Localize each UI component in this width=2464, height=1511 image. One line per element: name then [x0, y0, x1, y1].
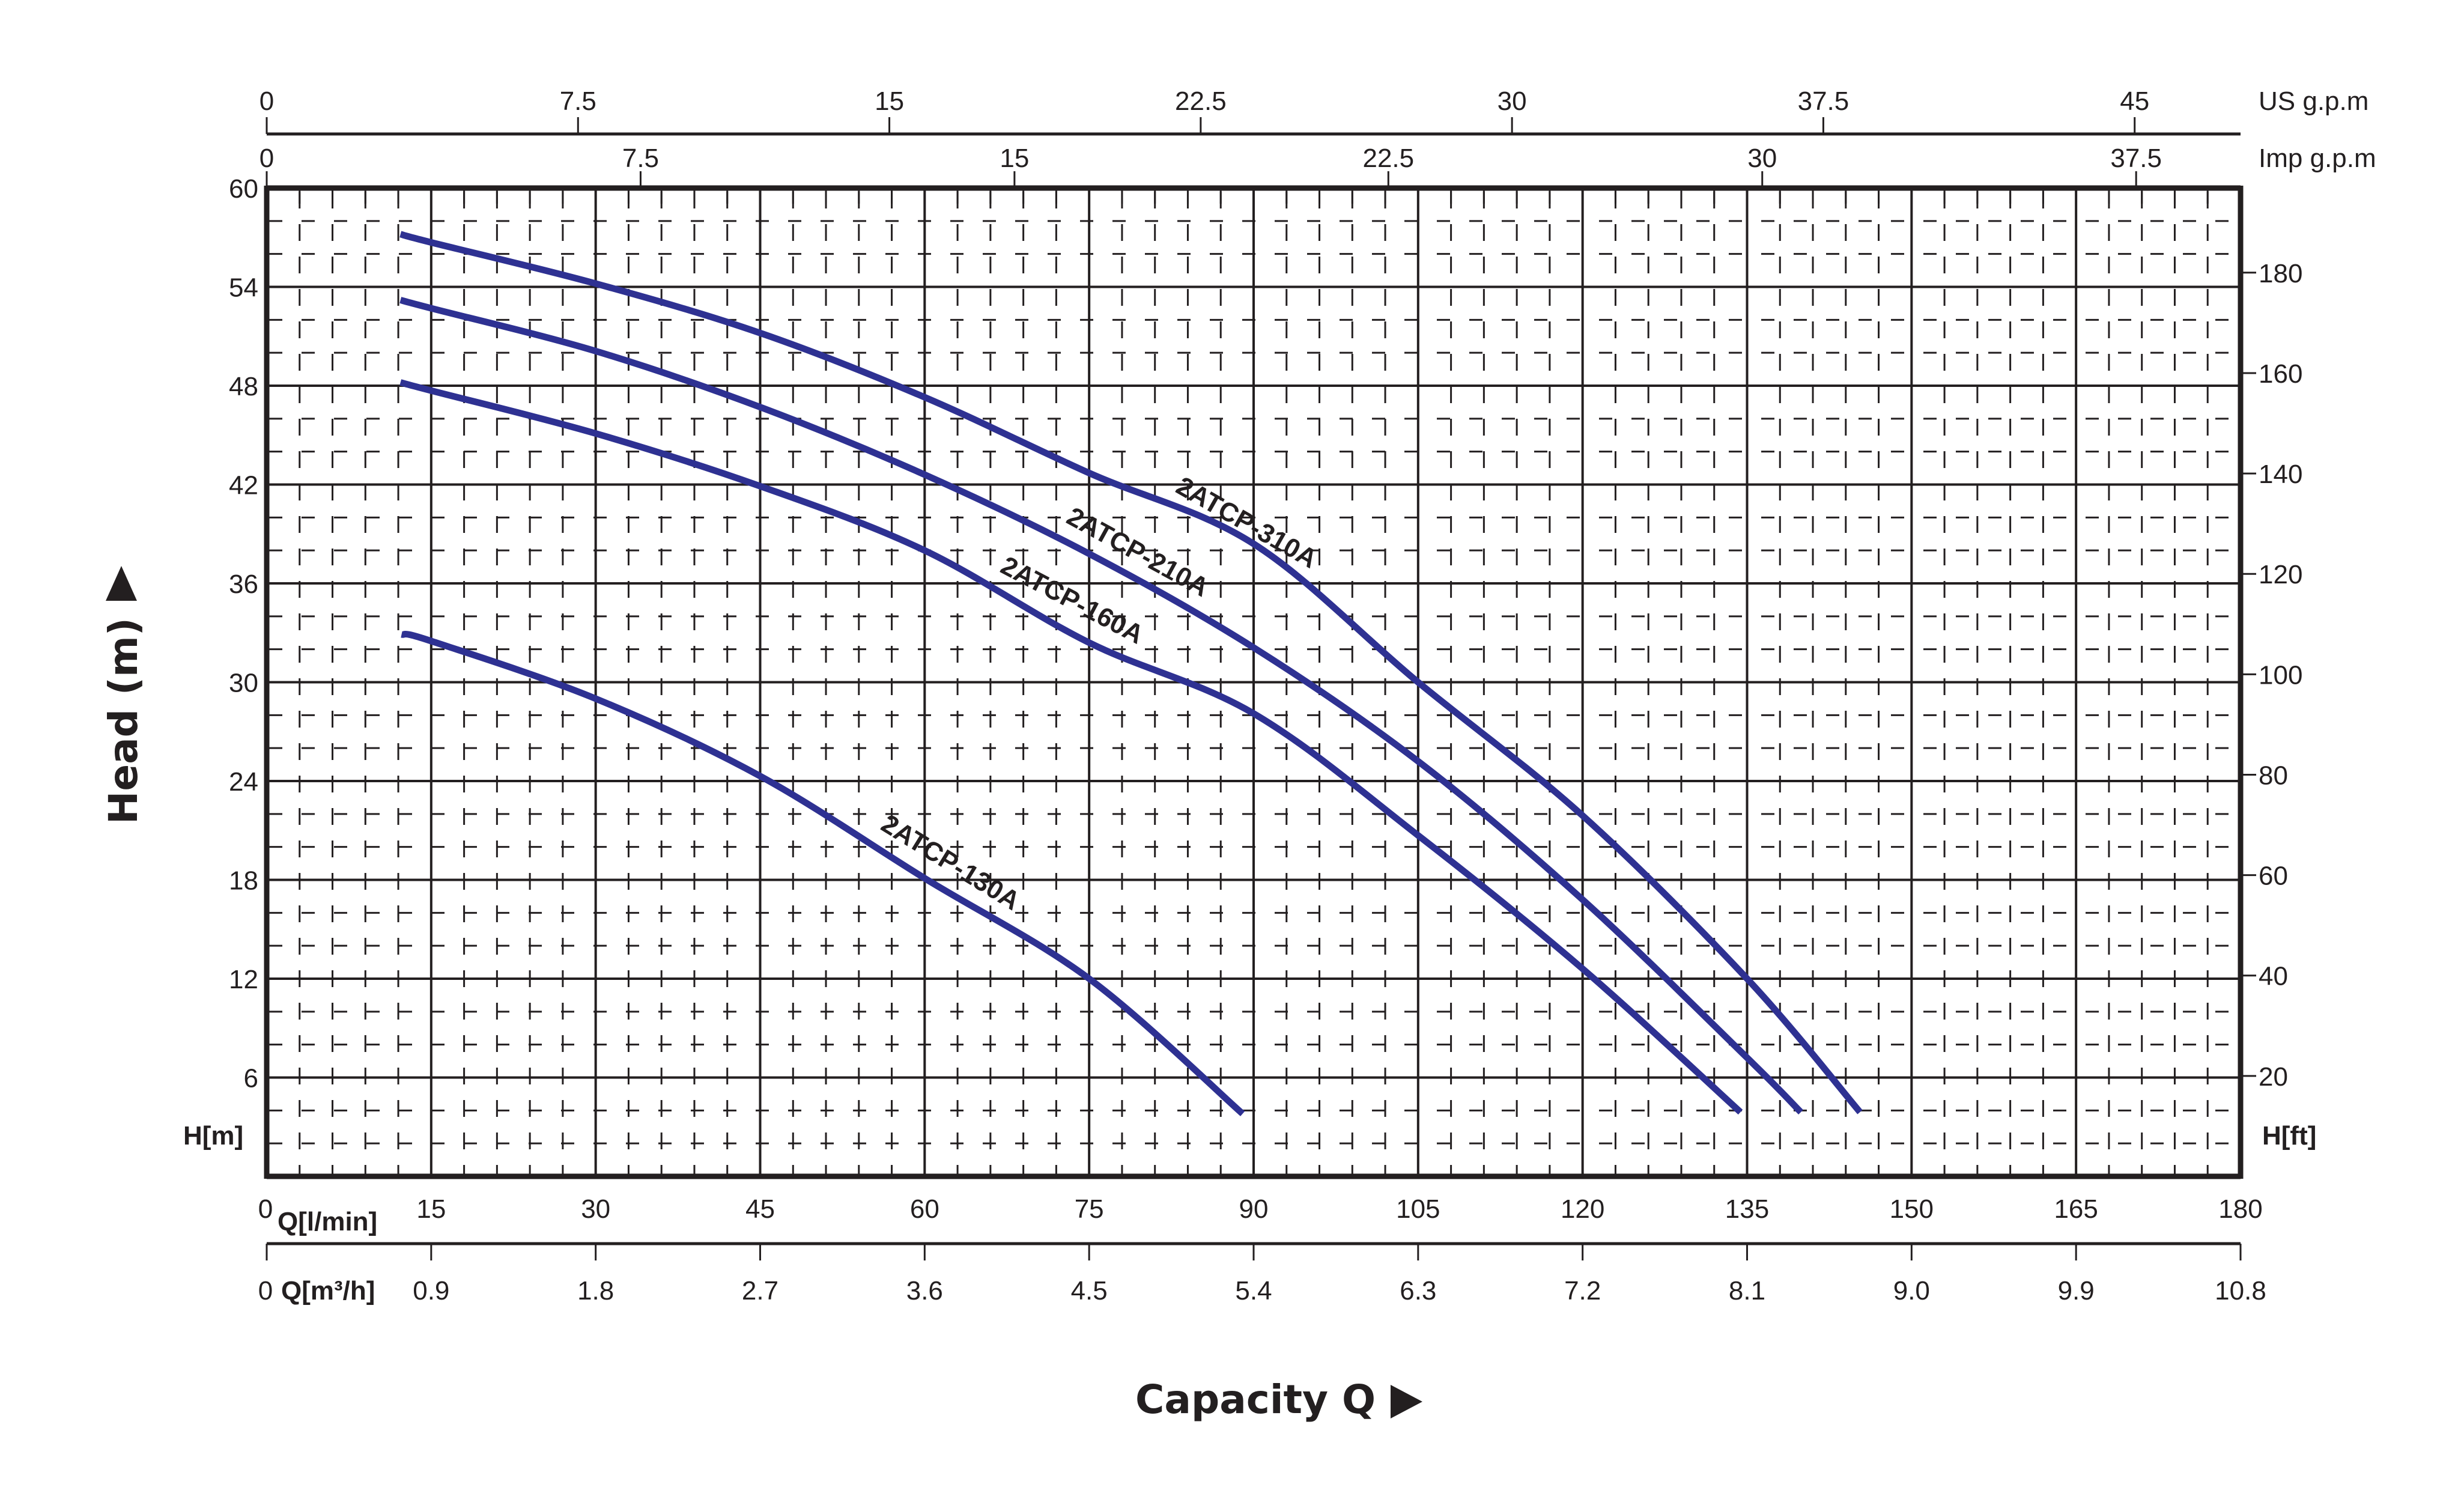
m3h-tick-label: 6.3	[1400, 1276, 1436, 1306]
curve-2atcp-160a	[399, 379, 1743, 1115]
m3h-tick-label: 4.5	[1071, 1276, 1108, 1306]
m3h-tick-label: 1.8	[577, 1276, 614, 1306]
x-axis-title: Capacity Q	[1135, 1376, 1376, 1423]
x-tick-label: 90	[1239, 1194, 1269, 1224]
y-tick-label: 48	[229, 372, 258, 401]
right-y-tick-label: 80	[2259, 761, 2288, 790]
x-tick-label: 60	[910, 1194, 939, 1224]
right-y-tick-label: 20	[2259, 1062, 2288, 1092]
imp-gpm-tick-label: 15	[1000, 144, 1029, 173]
y-tick-label: 24	[229, 767, 258, 797]
x-tick-label: 120	[1561, 1194, 1604, 1224]
h-ft-unit-label: H[ft]	[2262, 1121, 2316, 1151]
m3h-tick-label: 9.0	[1893, 1276, 1930, 1306]
right-y-tick-label: 140	[2259, 460, 2302, 489]
m3h-tick-label: 7.2	[1564, 1276, 1601, 1306]
m3h-tick-label: 5.4	[1235, 1276, 1272, 1306]
right-y-tick-label: 100	[2259, 660, 2302, 690]
right-y-tick-label: 180	[2259, 259, 2302, 288]
us-gpm-tick-label: 45	[2120, 87, 2149, 116]
plot-frame	[264, 185, 2244, 1179]
y-tick-label: 6	[244, 1064, 258, 1093]
m3h-tick-label: 0	[258, 1276, 273, 1306]
major-grid	[267, 188, 2241, 1176]
x-tick-label: 15	[416, 1194, 446, 1224]
up-arrow-icon	[106, 566, 137, 601]
imp-gpm-tick-label: 30	[1747, 144, 1777, 173]
y-tick-label: 60	[229, 174, 258, 204]
m3h-tick-label: 3.6	[906, 1276, 943, 1306]
y-tick-label: 36	[229, 570, 258, 599]
x-tick-label: 165	[2054, 1194, 2098, 1224]
m3h-tick-label: 2.7	[742, 1276, 778, 1306]
m3h-tick-label: 10.8	[2215, 1276, 2266, 1306]
us-gpm-tick-label: 22.5	[1175, 87, 1227, 116]
m3h-tick-label: 8.1	[1729, 1276, 1765, 1306]
right-y-tick-label: 40	[2259, 962, 2288, 991]
y-tick-label: 42	[229, 471, 258, 500]
y-tick-label: 12	[229, 965, 258, 994]
us-gpm-tick-label: 15	[875, 87, 904, 116]
us-gpm-tick-label: 30	[1498, 87, 1527, 116]
x-tick-label: 105	[1396, 1194, 1440, 1224]
us-gpm-tick-label: 37.5	[1798, 87, 1850, 116]
m3h-tick-label: 9.9	[2058, 1276, 2095, 1306]
right-y-tick-label: 120	[2259, 560, 2302, 589]
y-axis-title: Head (m)	[100, 618, 147, 824]
imp-gpm-tick-label: 0	[259, 144, 274, 173]
h-m-unit-label: H[m]	[183, 1121, 243, 1151]
x-tick-label: 30	[581, 1194, 610, 1224]
x-tick-label-0: 0	[258, 1194, 273, 1224]
imp-gpm-unit-label: Imp g.p.m	[2259, 144, 2376, 173]
imp-gpm-tick-label: 22.5	[1362, 144, 1414, 173]
curve-2atcp-210a	[399, 297, 1803, 1114]
imp-gpm-tick-label: 7.5	[622, 144, 659, 173]
right-y-tick-label: 60	[2259, 862, 2288, 891]
us-gpm-unit-label: US g.p.m	[2259, 87, 2368, 116]
y-axis-title-group: Head (m)	[100, 618, 147, 824]
m3h-tick-label: 0.9	[413, 1276, 449, 1306]
right-y-tick-label: 160	[2259, 359, 2302, 389]
us-gpm-tick-label: 0	[259, 87, 274, 116]
right-arrow-icon	[1391, 1385, 1422, 1418]
x-tick-label: 180	[2218, 1194, 2262, 1224]
curve-label-2atcp-310a: 2ATCP-310A	[1171, 471, 1322, 574]
y-tick-label: 30	[229, 669, 258, 698]
axes: 0 6 12 18 24 30 36 42 48 54 60 20 40 60 80 100 120 140 160…	[229, 87, 2302, 1306]
curve-2atcp-130a	[401, 630, 1245, 1116]
q-m3h-unit-label: Q[m³/h]	[281, 1276, 375, 1306]
y-tick-label: 54	[229, 273, 258, 303]
imp-gpm-tick-label: 37.5	[2110, 144, 2162, 173]
x-tick-label: 75	[1075, 1194, 1104, 1224]
y-tick-label: 18	[229, 866, 258, 896]
x-tick-label: 45	[745, 1194, 775, 1224]
curve-2atcp-310a	[399, 231, 1863, 1114]
x-tick-label: 150	[1890, 1194, 1934, 1224]
q-lmin-unit-label: Q[l/min]	[278, 1207, 377, 1236]
y-tick-label-0: 0	[258, 1194, 273, 1224]
us-gpm-tick-label: 7.5	[560, 87, 596, 116]
x-tick-label: 135	[1725, 1194, 1769, 1224]
